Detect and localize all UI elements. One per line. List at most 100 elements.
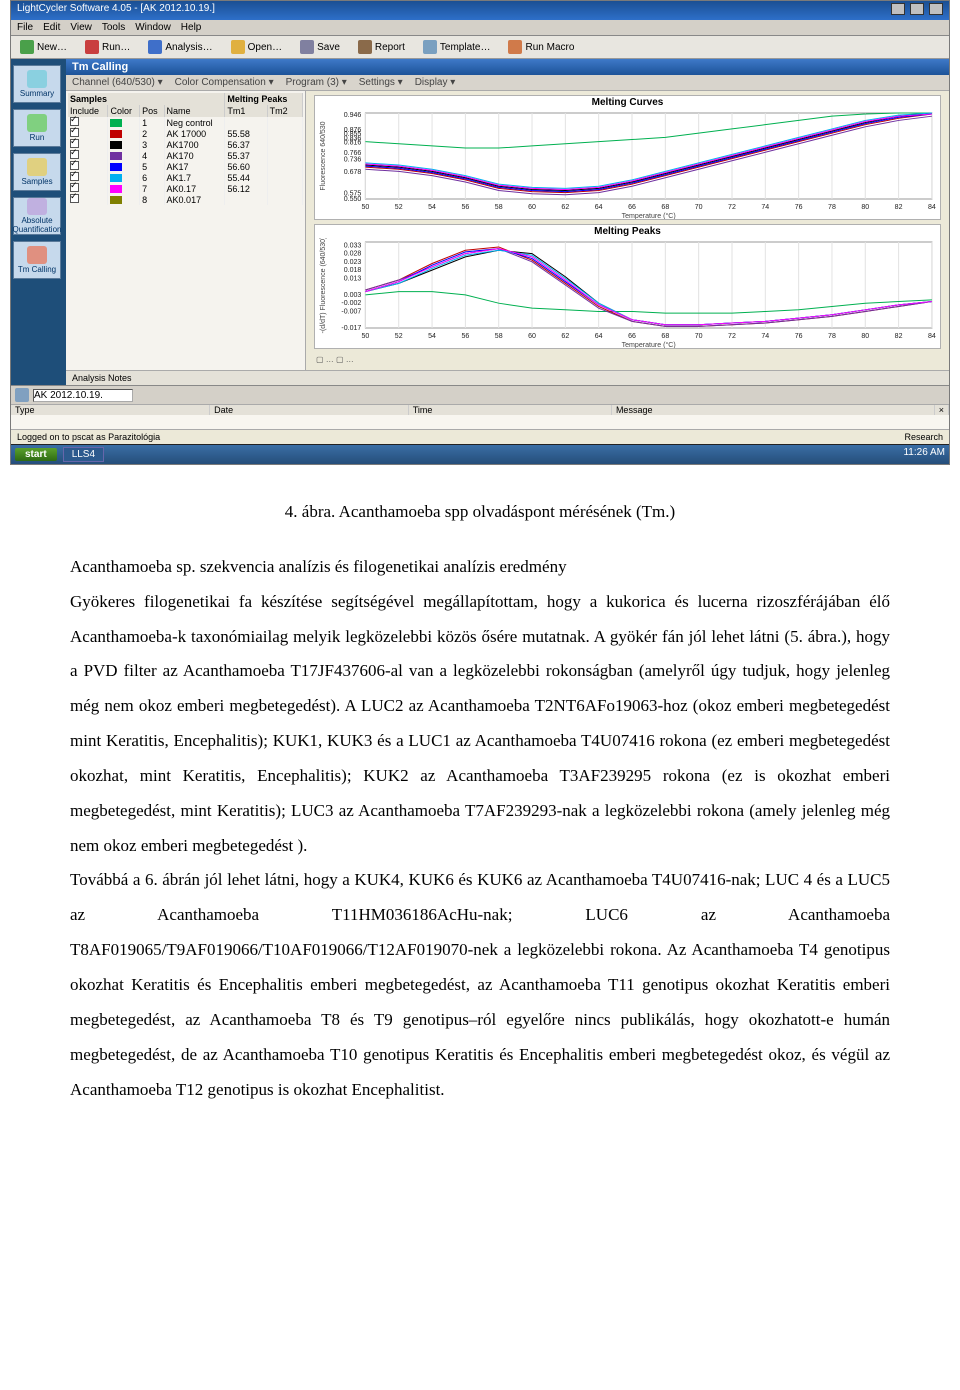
analysis-notes-bar[interactable]: Analysis Notes bbox=[66, 370, 949, 385]
y-tick: 0.575 bbox=[344, 191, 362, 198]
table-row[interactable]: 5 AK17 56.60 bbox=[68, 161, 303, 172]
option-item[interactable]: Display ▾ bbox=[415, 77, 456, 88]
include-check[interactable] bbox=[70, 194, 79, 203]
cell-tm1: 56.60 bbox=[225, 161, 267, 172]
x-tick: 64 bbox=[595, 333, 603, 340]
cell-name: Neg control bbox=[164, 117, 225, 128]
y-label: -(d/dT) Fluorescence (640/530) bbox=[320, 238, 327, 333]
run-button[interactable]: Run… bbox=[80, 38, 135, 56]
min-button[interactable] bbox=[891, 3, 905, 15]
cell-name: AK 17000 bbox=[164, 128, 225, 139]
cell-pos: 8 bbox=[140, 194, 164, 205]
x-tick: 56 bbox=[461, 333, 469, 340]
table-row[interactable]: 4 AK170 55.37 bbox=[68, 150, 303, 161]
table-row[interactable]: 6 AK1.7 55.44 bbox=[68, 172, 303, 183]
samples-header: Samples bbox=[68, 93, 225, 105]
taskbar: start LLS4 11:26 AM bbox=[11, 444, 949, 464]
y-tick: 0.023 bbox=[344, 259, 362, 266]
y-tick: -0.017 bbox=[341, 325, 361, 332]
table-row[interactable]: 3 AK1700 56.37 bbox=[68, 139, 303, 150]
open-button[interactable]: Open… bbox=[226, 38, 287, 56]
max-button[interactable] bbox=[910, 3, 924, 15]
log-col-time: Time bbox=[408, 405, 611, 415]
samples-tab[interactable]: Samples bbox=[13, 153, 61, 191]
y-tick: -0.007 bbox=[341, 308, 361, 315]
absquant-tab[interactable]: Absolute Quantification bbox=[13, 197, 61, 235]
x-tick: 82 bbox=[895, 333, 903, 340]
x-tick: 50 bbox=[361, 204, 369, 211]
log-close-icon[interactable]: × bbox=[934, 405, 948, 415]
cell-tm2 bbox=[267, 139, 302, 150]
series-line bbox=[365, 113, 932, 148]
runmacro-button-icon bbox=[508, 40, 522, 54]
cell-pos: 3 bbox=[140, 139, 164, 150]
cell-pos: 7 bbox=[140, 183, 164, 194]
open-button-icon bbox=[231, 40, 245, 54]
y-tick: 0.766 bbox=[344, 150, 362, 157]
table-row[interactable]: 8 AK0.017 bbox=[68, 194, 303, 205]
save-button[interactable]: Save bbox=[295, 38, 345, 56]
legend-stub: ▢ … ▢ … bbox=[314, 353, 941, 366]
taskbar-clock: 11:26 AM bbox=[903, 447, 945, 462]
option-item[interactable]: Program (3) ▾ bbox=[286, 77, 347, 88]
tmcalling-tab[interactable]: Tm Calling bbox=[13, 241, 61, 279]
samples-tab-icon bbox=[27, 158, 47, 176]
x-tick: 54 bbox=[428, 333, 436, 340]
melting-peaks-header: Melting Peaks bbox=[225, 93, 303, 105]
x-tick: 74 bbox=[761, 204, 769, 211]
document-text: 4. ábra. Acanthamoeba spp olvadáspont mé… bbox=[0, 465, 960, 1147]
runmacro-button[interactable]: Run Macro bbox=[503, 38, 579, 56]
doc-icon bbox=[15, 388, 29, 402]
x-tick: 58 bbox=[495, 204, 503, 211]
doc-name-input[interactable] bbox=[33, 389, 133, 402]
x-tick: 76 bbox=[795, 204, 803, 211]
table-row[interactable]: 7 AK0.17 56.12 bbox=[68, 183, 303, 194]
menu-tools[interactable]: Tools bbox=[102, 22, 125, 33]
menu-window[interactable]: Window bbox=[135, 22, 171, 33]
summary-tab-label: Summary bbox=[20, 89, 54, 98]
close-button[interactable] bbox=[929, 3, 943, 15]
cell-tm2 bbox=[267, 194, 302, 205]
color-swatch bbox=[110, 196, 122, 204]
start-button[interactable]: start bbox=[15, 448, 57, 461]
x-tick: 64 bbox=[595, 204, 603, 211]
menu-edit[interactable]: Edit bbox=[43, 22, 60, 33]
menu-help[interactable]: Help bbox=[181, 22, 202, 33]
menu-view[interactable]: View bbox=[70, 22, 92, 33]
samples-tab-label: Samples bbox=[21, 177, 52, 186]
taskbar-item[interactable]: LLS4 bbox=[63, 447, 104, 462]
new-button-icon bbox=[20, 40, 34, 54]
x-tick: 58 bbox=[495, 333, 503, 340]
series-line bbox=[365, 249, 932, 325]
menu-file[interactable]: File bbox=[17, 22, 33, 33]
option-item[interactable]: Color Compensation ▾ bbox=[175, 77, 274, 88]
option-item[interactable]: Channel (640/530) ▾ bbox=[72, 77, 163, 88]
titlebar: LightCycler Software 4.05 - [AK 2012.10.… bbox=[11, 1, 949, 20]
x-tick: 54 bbox=[428, 204, 436, 211]
chart1-title: Melting Curves bbox=[315, 96, 940, 109]
y-tick: 0.033 bbox=[344, 242, 362, 249]
x-tick: 78 bbox=[828, 333, 836, 340]
log-col-message: Message bbox=[611, 405, 934, 415]
table-row[interactable]: 2 AK 17000 55.58 bbox=[68, 128, 303, 139]
template-button[interactable]: Template… bbox=[418, 38, 496, 56]
menubar: File Edit View Tools Window Help bbox=[11, 20, 949, 36]
toolbar: New… Run… Analysis… Open… Save Report Template… bbox=[11, 36, 949, 59]
run-tab[interactable]: Run bbox=[13, 109, 61, 147]
x-tick: 72 bbox=[728, 204, 736, 211]
y-tick: 0.003 bbox=[344, 292, 362, 299]
cell-tm1: 55.37 bbox=[225, 150, 267, 161]
x-tick: 62 bbox=[561, 333, 569, 340]
table-row[interactable]: 1 Neg control bbox=[68, 117, 303, 128]
summary-tab[interactable]: Summary bbox=[13, 65, 61, 103]
color-swatch bbox=[110, 163, 122, 171]
new-button[interactable]: New… bbox=[15, 38, 72, 56]
x-tick: 52 bbox=[395, 204, 403, 211]
option-item[interactable]: Settings ▾ bbox=[359, 77, 403, 88]
x-label: Temperature (°C) bbox=[622, 212, 676, 219]
col-pos: Pos bbox=[140, 105, 164, 117]
cell-name: AK1.7 bbox=[164, 172, 225, 183]
x-tick: 84 bbox=[928, 333, 936, 340]
report-button[interactable]: Report bbox=[353, 38, 410, 56]
analysis-button[interactable]: Analysis… bbox=[143, 38, 217, 56]
